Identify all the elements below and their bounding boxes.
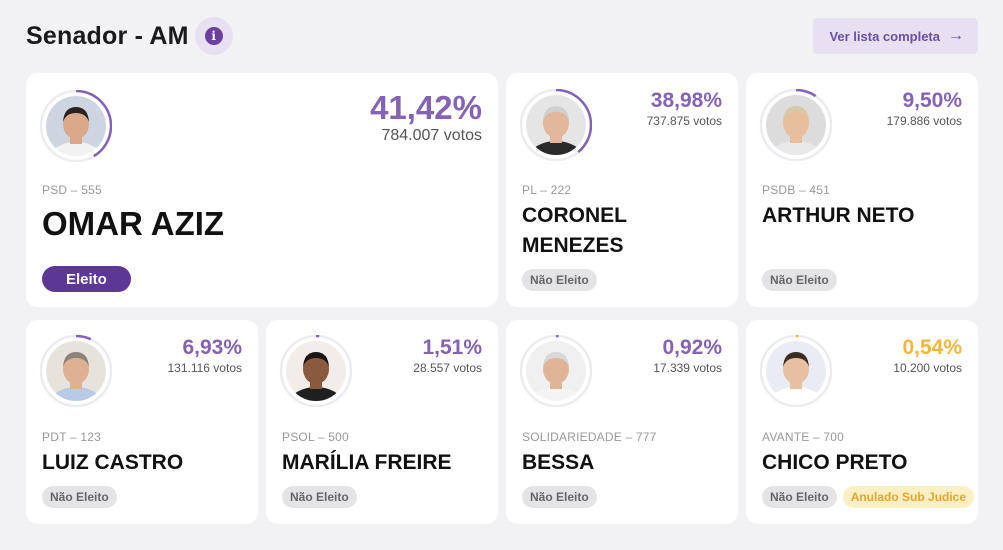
vote-ring-progress [40, 90, 112, 162]
avatar-photo [766, 341, 826, 401]
portrait-icon [530, 352, 582, 401]
candidate-party: PSOL – 500 [282, 430, 349, 444]
portrait-icon [50, 352, 102, 401]
candidate-card[interactable]: 6,93% 131.116 votos PDT – 123 LUIZ CASTR… [26, 320, 258, 524]
portrait-icon [290, 352, 342, 401]
status-badge-not-elected: Não Eleito [762, 269, 837, 291]
vote-ring-progress [40, 335, 112, 407]
avatar-photo [526, 95, 586, 155]
candidate-votes: 10.200 votos [893, 361, 962, 375]
candidate-percent: 0,54% [902, 336, 962, 359]
candidate-badges: Não Eleito [522, 486, 597, 508]
info-icon: i [204, 27, 223, 45]
candidate-name: ARTHUR NETO [762, 204, 915, 227]
candidate-votes: 737.875 votos [646, 114, 722, 128]
view-full-list-label: Ver lista completa [829, 28, 940, 44]
status-badge-annulled: Anulado Sub Judice [842, 486, 975, 508]
candidate-badges: Não Eleito [522, 269, 597, 291]
candidate-card[interactable]: 1,51% 28.557 votos PSOL – 500 MARÍLIA FR… [266, 320, 498, 524]
avatar-photo [286, 341, 346, 401]
candidate-votes: 28.557 votos [413, 361, 482, 375]
candidate-votes: 131.116 votos [167, 361, 242, 375]
avatar-photo [46, 96, 106, 156]
candidate-name: OMAR AZIZ [42, 205, 225, 242]
candidate-avatar [520, 335, 592, 407]
candidate-card[interactable]: 41,42% 784.007 votos PSD – 555 OMAR AZIZ… [26, 73, 498, 307]
candidate-party: PL – 222 [522, 183, 572, 197]
status-badge-not-elected: Não Eleito [282, 486, 357, 508]
candidate-card[interactable]: 0,54% 10.200 votos AVANTE – 700 CHICO PR… [746, 320, 978, 524]
candidate-percent: 38,98% [650, 89, 722, 112]
candidate-name: BESSA [522, 451, 595, 474]
status-badge-not-elected: Não Eleito [42, 486, 117, 508]
candidate-party: PSD – 555 [42, 183, 102, 197]
candidate-name: CORONEL MENEZES [522, 204, 627, 257]
candidate-avatar [40, 90, 112, 162]
candidate-votes: 17.339 votos [653, 361, 722, 375]
candidate-card[interactable]: 9,50% 179.886 votos PSDB – 451 ARTHUR NE… [746, 73, 978, 307]
candidate-avatar [40, 335, 112, 407]
status-badge-not-elected: Não Eleito [762, 486, 837, 508]
candidate-percent: 41,42% [370, 89, 482, 126]
page-title: Senador - AM [26, 21, 189, 50]
candidate-card[interactable]: 38,98% 737.875 votos PL – 222 CORONEL ME… [506, 73, 738, 307]
candidate-party: AVANTE – 700 [762, 430, 844, 444]
candidate-badges: Não Eleito [762, 269, 837, 291]
candidate-percent: 0,92% [662, 336, 722, 359]
candidate-votes: 179.886 votos [886, 114, 962, 128]
candidate-badges: Não Eleito Anulado Sub Judice [762, 486, 975, 508]
portrait-icon [770, 352, 822, 401]
status-badge-elected: Eleito [42, 266, 131, 292]
candidate-avatar [760, 89, 832, 161]
avatar-photo [526, 341, 586, 401]
view-full-list-button[interactable]: Ver lista completa → [813, 18, 978, 54]
portrait-icon [50, 107, 102, 156]
vote-ring-progress [520, 335, 592, 407]
candidate-card[interactable]: 0,92% 17.339 votos SOLIDARIEDADE – 777 B… [506, 320, 738, 524]
candidate-avatar [520, 89, 592, 161]
avatar-photo [766, 95, 826, 155]
status-badge-not-elected: Não Eleito [522, 269, 597, 291]
candidate-party: PSDB – 451 [762, 183, 831, 197]
candidate-percent: 1,51% [422, 336, 482, 359]
vote-ring-progress [280, 335, 352, 407]
candidate-badges: Não Eleito [282, 486, 357, 508]
vote-ring-progress [520, 89, 592, 161]
candidate-name: MARÍLIA FREIRE [282, 451, 452, 474]
portrait-icon [770, 106, 822, 155]
candidate-name: LUIZ CASTRO [42, 451, 184, 474]
avatar-photo [46, 341, 106, 401]
candidate-avatar [280, 335, 352, 407]
portrait-icon [530, 106, 582, 155]
candidate-party: SOLIDARIEDADE – 777 [522, 430, 657, 444]
title-group: Senador - AM i [26, 17, 233, 55]
candidate-name: CHICO PRETO [762, 451, 908, 474]
vote-ring-progress [760, 89, 832, 161]
candidate-percent: 9,50% [902, 89, 962, 112]
status-badge-not-elected: Não Eleito [522, 486, 597, 508]
candidate-badges: Eleito [42, 266, 131, 292]
candidate-avatar [760, 335, 832, 407]
candidate-votes: 784.007 votos [381, 127, 482, 144]
page-header: Senador - AM i Ver lista completa → [26, 16, 978, 56]
info-button[interactable]: i [194, 17, 233, 55]
candidate-percent: 6,93% [182, 336, 242, 359]
arrow-right-icon: → [948, 27, 964, 44]
vote-ring-progress [760, 335, 832, 407]
candidate-party: PDT – 123 [42, 430, 101, 444]
candidate-badges: Não Eleito [42, 486, 117, 508]
